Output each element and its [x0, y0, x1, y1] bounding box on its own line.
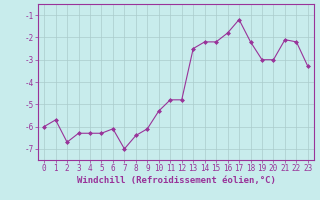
X-axis label: Windchill (Refroidissement éolien,°C): Windchill (Refroidissement éolien,°C) [76, 176, 276, 185]
